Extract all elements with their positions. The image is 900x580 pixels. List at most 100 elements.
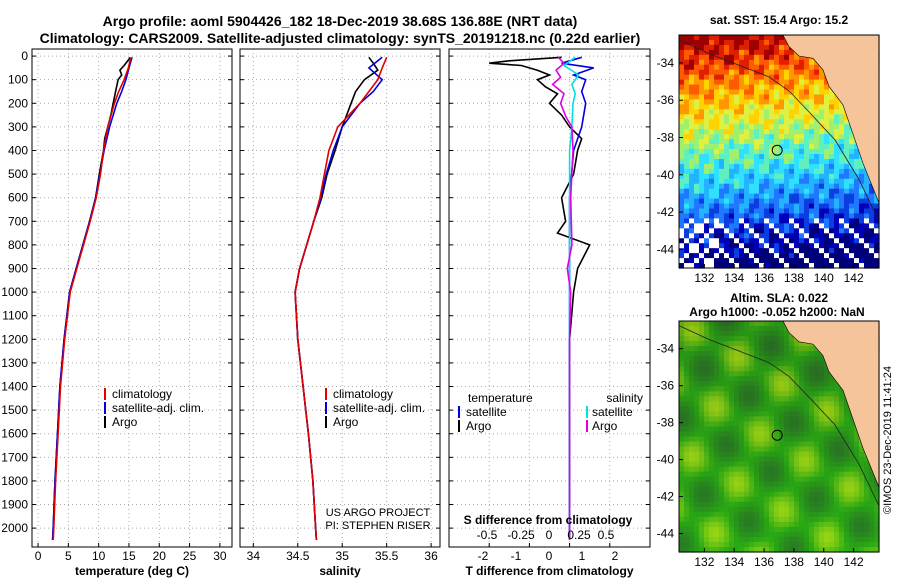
sla-cell [774, 531, 780, 538]
sla-cell [819, 506, 825, 513]
sla-cell [779, 356, 785, 362]
sst-cell [699, 263, 705, 269]
sla-cell [729, 486, 735, 493]
sla-cell [859, 476, 865, 483]
sst-cell [704, 253, 710, 259]
sst-cell [839, 139, 845, 145]
sla-cell [794, 546, 800, 553]
sla-cell [769, 331, 775, 337]
sst-cell [739, 153, 745, 160]
sla-cell [779, 511, 785, 518]
sla-cell [789, 526, 795, 533]
sla-cell [724, 441, 730, 448]
sst-cell [744, 139, 750, 145]
sla-cell [839, 391, 845, 397]
sla-cell [709, 386, 715, 392]
sst-cell [819, 233, 825, 239]
x-tick-label: 34.5 [286, 549, 310, 563]
sst-cell [689, 149, 695, 155]
sst-cell [724, 208, 730, 215]
sst-cell [709, 49, 715, 56]
sst-cell [749, 79, 755, 86]
sla-cell [769, 436, 775, 443]
sla-cell [734, 496, 740, 503]
sst-cell [774, 183, 780, 190]
sst-cell [694, 203, 700, 210]
sla-cell [759, 521, 765, 528]
sst-cell [844, 253, 850, 259]
legend-label-temperature: satellite [466, 405, 507, 419]
sst-cell [779, 74, 785, 81]
sla-cell [709, 491, 715, 498]
sst-cell [704, 208, 710, 215]
sla-cell [769, 441, 775, 448]
sst-cell [844, 183, 850, 190]
sla-cell [734, 481, 740, 488]
sla-cell [734, 526, 740, 533]
sst-cell [784, 89, 790, 96]
sst-cell [774, 203, 780, 210]
sla-cell [724, 326, 730, 332]
sst-cell [859, 168, 865, 175]
sla-cell [724, 471, 730, 478]
sla-cell [769, 406, 775, 412]
sst-cell [744, 163, 750, 170]
sst-cell [784, 139, 790, 145]
sla-cell [679, 446, 685, 453]
sla-cell [699, 471, 705, 478]
sla-cell [784, 471, 790, 478]
sst-cell [704, 134, 710, 140]
sla-cell [854, 496, 860, 503]
sst-cell [729, 99, 735, 106]
sla-cell [769, 486, 775, 493]
sla-cell [759, 411, 765, 418]
sst-cell [849, 218, 855, 224]
sla-cell [734, 331, 740, 337]
sst-cell [829, 168, 835, 175]
sst-cell [739, 248, 745, 254]
sla-cell [759, 381, 765, 387]
sla-cell [869, 501, 875, 508]
sla-cell [729, 546, 735, 553]
sla-cell [814, 521, 820, 528]
sst-cell [689, 84, 695, 91]
sla-cell [744, 546, 750, 553]
sst-cell [834, 163, 840, 170]
sst-cell [679, 114, 685, 120]
sla-cell [764, 386, 770, 392]
sst-cell [804, 233, 810, 239]
sla-cell [764, 336, 770, 342]
sla-cell [729, 461, 735, 468]
sla-cell [814, 496, 820, 503]
sst-cell [694, 223, 700, 229]
sla-cell [679, 526, 685, 533]
sla-cell [849, 521, 855, 528]
sla-cell [844, 426, 850, 433]
sst-cell [759, 238, 765, 244]
sla-cell [704, 506, 710, 513]
sla-cell [769, 386, 775, 392]
sla-cell [789, 536, 795, 543]
sla-cell [794, 416, 800, 423]
sst-cell [719, 64, 725, 71]
sst-cell [789, 188, 795, 195]
sst-cell [794, 223, 800, 229]
sst-cell [714, 139, 720, 145]
sla-cell [749, 386, 755, 392]
sla-cell [779, 336, 785, 342]
sla-cell [724, 386, 730, 392]
sla-cell [704, 546, 710, 553]
sla-cell [764, 366, 770, 372]
sst-cell [679, 163, 685, 170]
sst-cell [679, 198, 685, 205]
sla-cell [809, 491, 815, 498]
sst-cell [694, 158, 700, 165]
sla-cell [744, 341, 750, 347]
sst-cell [819, 163, 825, 170]
profile-title: Argo profile: aoml 5904426_182 18-Dec-20… [102, 13, 578, 29]
sla-cell [874, 516, 880, 523]
sla-cell [814, 406, 820, 412]
sst-cell [834, 99, 840, 106]
sst-cell [769, 188, 775, 195]
sst-cell [779, 263, 785, 269]
